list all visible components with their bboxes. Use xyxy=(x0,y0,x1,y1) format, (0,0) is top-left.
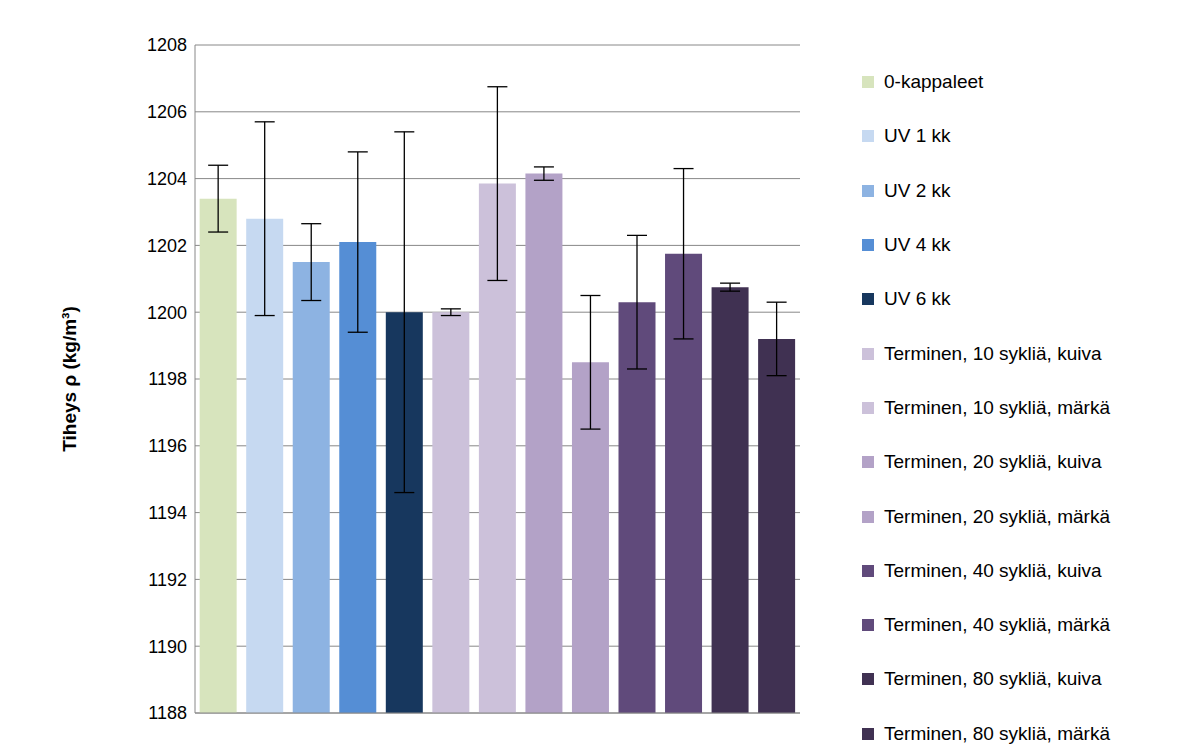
svg-text:1200: 1200 xyxy=(147,303,187,323)
html-text:UV 1 kk: UV 1 kk xyxy=(884,125,951,147)
svg-text:1196: 1196 xyxy=(148,436,187,456)
html-text:UV 6 kk: UV 6 kk xyxy=(884,288,951,310)
html-text:Terminen, 20 sykliä, märkä: Terminen, 20 sykliä, märkä xyxy=(884,505,1110,527)
svg-text:1194: 1194 xyxy=(148,503,187,523)
html-text:UV 2 kk: UV 2 kk xyxy=(884,179,951,201)
html-text:UV 4 kk: UV 4 kk xyxy=(884,234,951,255)
svg-text:1204: 1204 xyxy=(147,169,187,189)
svg-text:1190: 1190 xyxy=(148,637,187,657)
svg-text:1206: 1206 xyxy=(147,102,187,122)
html-text:Terminen, 80 sykliä, kuiva: Terminen, 80 sykliä, kuiva xyxy=(884,668,1102,690)
html-text:Terminen, 10 sykliä, kuiva: Terminen, 10 sykliä, kuiva xyxy=(884,342,1102,364)
svg-text:1202: 1202 xyxy=(147,236,187,256)
html-text:0-kappaleet: 0-kappaleet xyxy=(884,71,984,93)
html-text:Terminen, 10 sykliä, märkä: Terminen, 10 sykliä, märkä xyxy=(884,396,1110,418)
html-text:Terminen, 80 sykliä, märkä: Terminen, 80 sykliä, märkä xyxy=(884,722,1110,744)
html-text:Terminen, 20 sykliä, kuiva: Terminen, 20 sykliä, kuiva xyxy=(884,451,1102,473)
svg-text:1198: 1198 xyxy=(148,369,187,389)
svg-text:1192: 1192 xyxy=(148,570,187,590)
svg-text:1208: 1208 xyxy=(147,35,187,55)
html-text:Terminen, 40 sykliä, kuiva: Terminen, 40 sykliä, kuiva xyxy=(884,559,1102,581)
html-text:Terminen, 40 sykliä, märkä: Terminen, 40 sykliä, märkä xyxy=(884,614,1110,636)
svg-text:1188: 1188 xyxy=(148,703,187,723)
html-text:Tiheys ρ (kg/m³): Tiheys ρ (kg/m³) xyxy=(59,306,80,452)
